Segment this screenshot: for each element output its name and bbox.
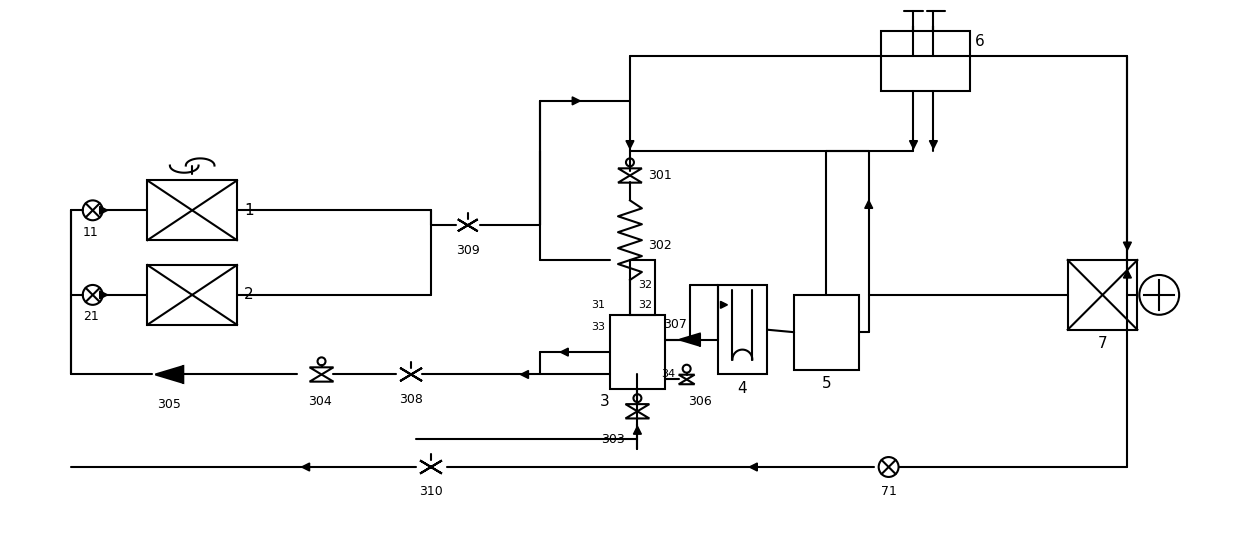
Text: 31: 31 — [591, 300, 605, 310]
Text: 302: 302 — [649, 239, 672, 252]
Text: 34: 34 — [661, 370, 675, 379]
Text: 1: 1 — [244, 203, 254, 218]
Polygon shape — [1123, 242, 1131, 250]
Polygon shape — [634, 426, 641, 434]
Text: 4: 4 — [738, 381, 748, 396]
Polygon shape — [401, 368, 422, 381]
Polygon shape — [458, 219, 477, 231]
Polygon shape — [1123, 270, 1131, 278]
Text: 11: 11 — [83, 225, 99, 239]
Polygon shape — [572, 97, 580, 105]
Bar — [148, 181, 237, 240]
Polygon shape — [618, 175, 642, 183]
Bar — [880, 31, 970, 91]
Polygon shape — [749, 463, 758, 471]
Polygon shape — [909, 141, 918, 149]
Bar — [630, 260, 655, 315]
Polygon shape — [310, 375, 334, 382]
Text: 33: 33 — [591, 322, 605, 332]
Bar — [148, 265, 237, 325]
Polygon shape — [626, 141, 634, 149]
Text: 303: 303 — [600, 432, 625, 446]
Text: 310: 310 — [419, 485, 443, 498]
Bar — [610, 315, 665, 389]
Polygon shape — [678, 379, 694, 384]
Bar — [718, 285, 768, 375]
Text: 5: 5 — [822, 376, 831, 391]
Text: 3: 3 — [600, 394, 610, 409]
Text: 2: 2 — [244, 287, 254, 302]
Polygon shape — [625, 404, 650, 411]
Polygon shape — [720, 301, 728, 308]
Text: 307: 307 — [663, 318, 687, 331]
Polygon shape — [618, 168, 642, 175]
Polygon shape — [301, 463, 310, 471]
Text: 309: 309 — [456, 244, 480, 257]
Text: 304: 304 — [308, 395, 331, 408]
Text: 21: 21 — [83, 310, 99, 323]
Text: 7: 7 — [1097, 336, 1107, 351]
Polygon shape — [560, 348, 568, 356]
Polygon shape — [930, 141, 937, 149]
Polygon shape — [99, 291, 108, 299]
Polygon shape — [420, 460, 441, 473]
Text: 308: 308 — [399, 393, 423, 406]
Polygon shape — [310, 367, 334, 375]
Polygon shape — [99, 206, 108, 214]
Polygon shape — [420, 460, 441, 473]
Text: 32: 32 — [639, 300, 652, 310]
Polygon shape — [678, 375, 694, 379]
Bar — [794, 295, 859, 370]
Polygon shape — [401, 368, 422, 381]
Text: 6: 6 — [976, 34, 985, 49]
Bar — [1068, 260, 1137, 330]
Polygon shape — [625, 411, 650, 418]
Text: 306: 306 — [688, 395, 712, 408]
Text: 305: 305 — [157, 398, 181, 411]
Polygon shape — [521, 371, 528, 378]
Text: 71: 71 — [880, 485, 897, 498]
Text: 301: 301 — [649, 169, 672, 182]
Polygon shape — [458, 219, 477, 231]
Text: 32: 32 — [637, 280, 652, 290]
Polygon shape — [864, 200, 873, 209]
Polygon shape — [680, 334, 699, 346]
Polygon shape — [155, 366, 184, 383]
